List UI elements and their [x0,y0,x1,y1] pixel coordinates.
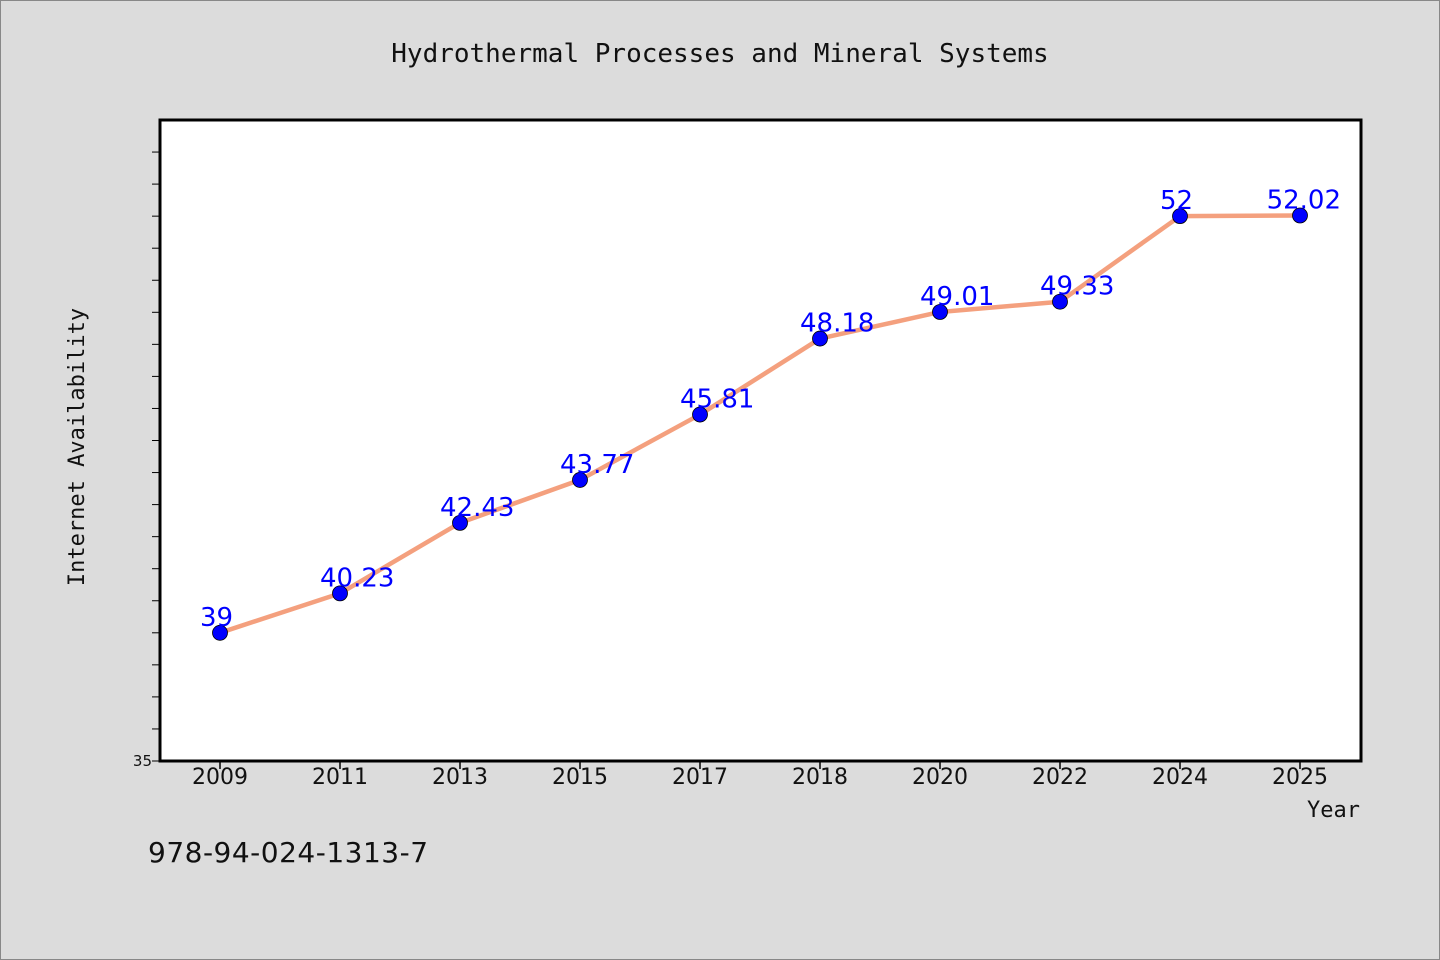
data-label: 52.02 [1267,186,1341,216]
x-tick-label: 2022 [1032,765,1088,790]
chart-title: Hydrothermal Processes and Mineral Syste… [391,39,1048,69]
series-line [219,213,1301,635]
x-tick-label: 2020 [912,765,968,790]
data-point [212,624,228,641]
y-tick-label: 35 [133,752,152,770]
x-tick-label: 2009 [192,765,248,790]
x-axis-ticks: 2009 2011 2013 2015 2017 2018 2020 2022 2024 2025 [192,761,1328,790]
plot-area [158,118,1363,763]
data-point [692,406,708,423]
x-tick-label: 2018 [792,765,848,790]
data-label: 49.33 [1040,272,1114,302]
data-point [332,585,348,602]
data-label: 45.81 [680,385,754,415]
data-label: 42.43 [440,493,514,523]
x-tick-label: 2024 [1152,765,1208,790]
footer-code: 978-94-024-1313-7 [148,836,429,869]
x-tick-label: 2011 [312,765,368,790]
data-label: 43.77 [560,450,634,480]
data-point [452,514,468,531]
y-axis-ticks: 35 [133,151,160,770]
data-label: 52 [1160,186,1193,216]
y-axis-label: Internet Availability [65,308,90,586]
x-axis-label: Year [1307,798,1360,823]
data-point [572,472,588,488]
data-point [1292,207,1308,224]
x-tick-label: 2013 [432,765,488,790]
x-tick-label: 2017 [672,765,728,790]
data-label: 48.18 [800,309,874,339]
data-point [1172,208,1188,225]
data-label: 40.23 [320,563,394,593]
data-label: 39 [200,603,233,633]
data-point [1052,293,1068,310]
data-point [812,330,828,347]
x-tick-label: 2025 [1272,765,1328,790]
series-group: 39 40.23 42.43 43.77 45.81 48.18 49.01 49.33 52 5… [200,186,1341,641]
data-point [932,304,948,320]
data-label: 49.01 [920,282,994,312]
x-tick-label: 2015 [552,765,608,790]
